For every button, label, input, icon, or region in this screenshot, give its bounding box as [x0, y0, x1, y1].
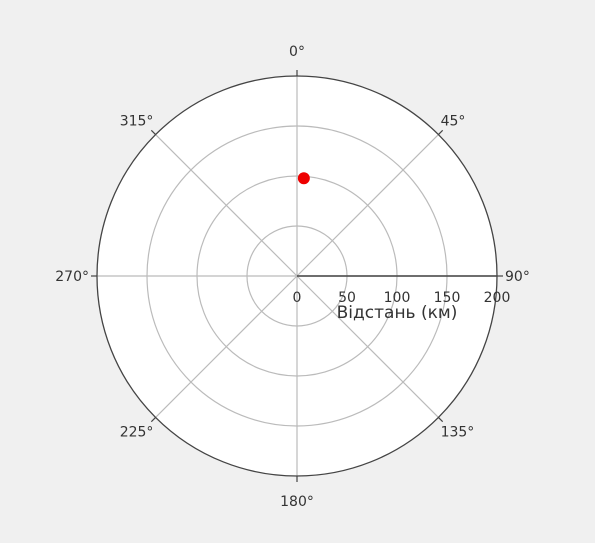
angular-ticks [91, 70, 503, 482]
angular-tick-135 [437, 416, 444, 423]
angular-tick-label-315: 315° [120, 113, 154, 129]
radial-tick-label-0: 0 [293, 290, 302, 306]
angular-gridline-135 [296, 275, 439, 418]
angular-tick-label-270: 270° [55, 269, 89, 285]
angular-tick-label-45: 45° [441, 113, 466, 129]
angular-tick-45 [437, 129, 444, 136]
radial-tick-label-200: 200 [484, 290, 511, 306]
angular-tick-labels: 0° 45° 90° 135° 180° 225° 270° 315° [55, 44, 530, 510]
radial-tick-label-100: 100 [384, 290, 411, 306]
angular-tick-label-90: 90° [505, 269, 530, 285]
angular-gridline-315 [155, 134, 298, 277]
angular-tick-315 [150, 129, 157, 136]
radial-tick-labels: 0 50 100 150 200 [293, 290, 511, 306]
angular-gridline-45 [296, 134, 439, 277]
angular-tick-label-135: 135° [441, 425, 475, 441]
angular-tick-label-225: 225° [120, 425, 154, 441]
angular-tick-label-0: 0° [289, 44, 305, 60]
angular-tick-225 [150, 416, 157, 423]
data-points [297, 172, 310, 185]
angular-gridline-225 [155, 275, 298, 418]
radial-tick-label-50: 50 [338, 290, 356, 306]
data-point-0-0[interactable] [297, 172, 310, 185]
radial-tick-label-150: 150 [434, 290, 461, 306]
angular-tick-label-180: 180° [280, 494, 314, 510]
radial-axis-title: Відстань (км) [337, 303, 458, 323]
